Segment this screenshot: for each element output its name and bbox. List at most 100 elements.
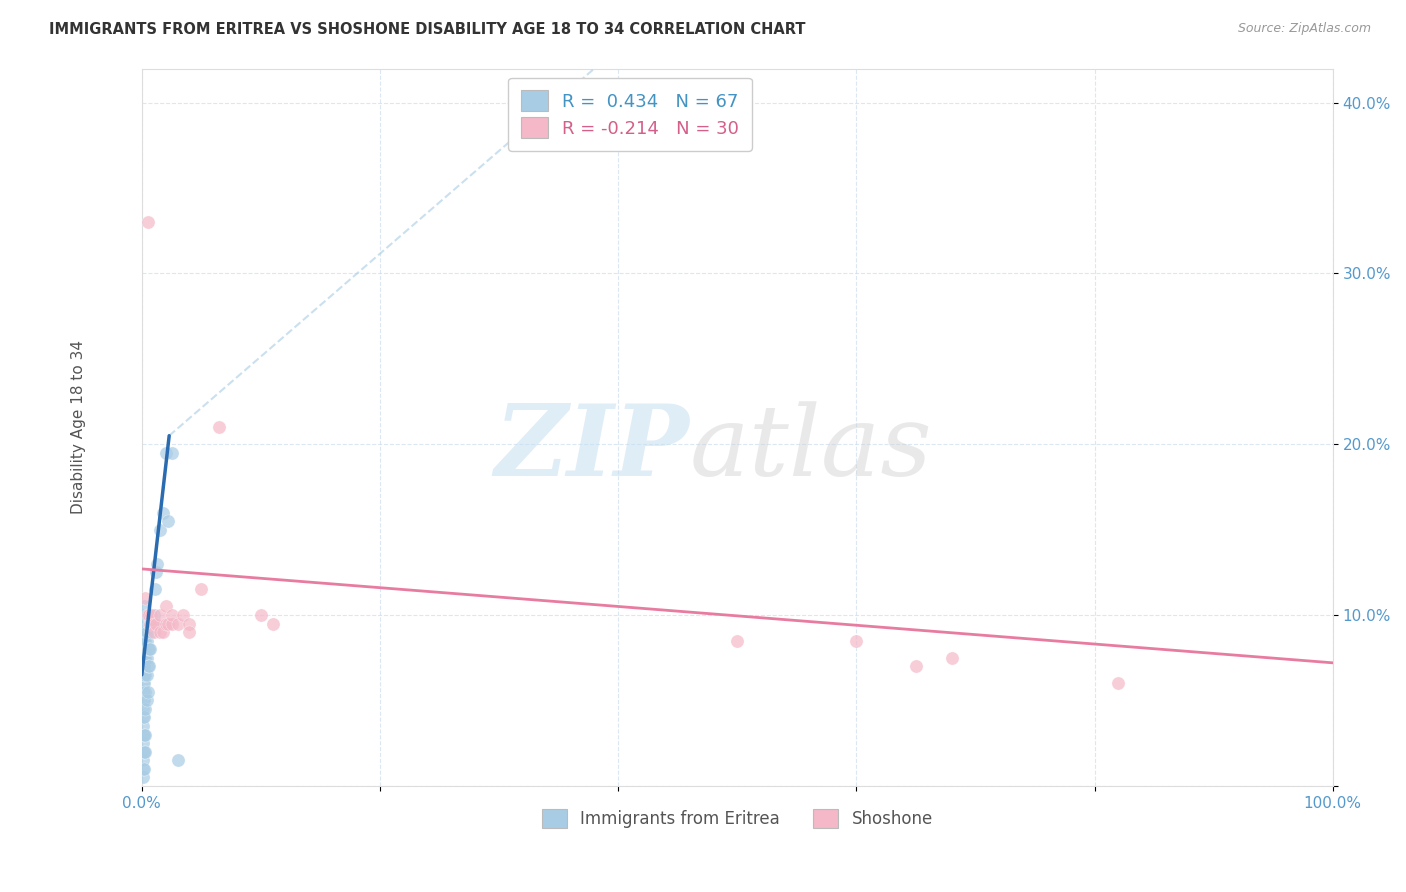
Point	[145, 566, 167, 580]
Point	[134, 702, 156, 716]
Point	[190, 582, 212, 597]
Point	[134, 693, 156, 707]
Point	[139, 616, 162, 631]
Point	[134, 633, 156, 648]
Point	[132, 753, 155, 767]
Point	[134, 616, 156, 631]
Point	[152, 625, 174, 640]
Point	[134, 685, 156, 699]
Point	[134, 599, 156, 614]
Point	[138, 642, 160, 657]
Point	[141, 616, 163, 631]
Point	[904, 659, 927, 673]
Point	[141, 625, 163, 640]
Point	[160, 616, 183, 631]
Point	[134, 710, 156, 724]
Point	[149, 625, 172, 640]
Point	[160, 446, 183, 460]
Point	[141, 607, 163, 622]
Point	[134, 650, 156, 665]
Point	[132, 770, 155, 784]
Point	[132, 676, 155, 690]
Point	[138, 659, 160, 673]
Point	[134, 625, 156, 640]
Point	[134, 642, 156, 657]
Point	[146, 557, 169, 571]
Point	[156, 514, 179, 528]
Point	[134, 625, 156, 640]
Point	[132, 702, 155, 716]
Legend: Immigrants from Eritrea, Shoshone: Immigrants from Eritrea, Shoshone	[536, 802, 939, 835]
Point	[132, 659, 155, 673]
Point	[141, 607, 163, 622]
Point	[135, 607, 157, 622]
Point	[155, 599, 177, 614]
Point	[132, 710, 155, 724]
Text: Source: ZipAtlas.com: Source: ZipAtlas.com	[1237, 22, 1371, 36]
Point	[179, 625, 201, 640]
Point	[152, 506, 174, 520]
Point	[142, 607, 165, 622]
Point	[134, 659, 156, 673]
Point	[139, 616, 162, 631]
Point	[166, 753, 188, 767]
Point	[845, 633, 868, 648]
Point	[135, 633, 157, 648]
Text: atlas: atlas	[690, 401, 932, 496]
Point	[132, 693, 155, 707]
Point	[134, 642, 156, 657]
Point	[142, 616, 165, 631]
Point	[134, 727, 156, 741]
Point	[155, 616, 177, 631]
Point	[134, 616, 156, 631]
Point	[138, 607, 160, 622]
Text: ZIP: ZIP	[495, 401, 690, 497]
Point	[179, 616, 201, 631]
Point	[145, 616, 167, 631]
Point	[132, 650, 155, 665]
Point	[132, 745, 155, 759]
Point	[135, 693, 157, 707]
Point	[132, 736, 155, 750]
Point	[136, 642, 159, 657]
Point	[135, 667, 157, 681]
Point	[250, 607, 273, 622]
Point	[142, 625, 165, 640]
Point	[136, 685, 159, 699]
Point	[136, 659, 159, 673]
Point	[135, 650, 157, 665]
Point	[149, 607, 172, 622]
Point	[149, 523, 172, 537]
Point	[134, 607, 156, 622]
Point	[1107, 676, 1129, 690]
Point	[160, 607, 183, 622]
Point	[135, 625, 157, 640]
Point	[139, 642, 162, 657]
Point	[156, 616, 179, 631]
Point	[134, 676, 156, 690]
Point	[208, 420, 231, 434]
Point	[132, 719, 155, 733]
Point	[132, 727, 155, 741]
Point	[134, 650, 156, 665]
Y-axis label: Disability Age 18 to 34: Disability Age 18 to 34	[72, 340, 86, 514]
Point	[134, 591, 156, 605]
Point	[134, 633, 156, 648]
Point	[134, 667, 156, 681]
Point	[132, 667, 155, 681]
Point	[132, 685, 155, 699]
Point	[132, 762, 155, 776]
Point	[136, 607, 159, 622]
Point	[134, 745, 156, 759]
Point	[134, 727, 156, 741]
Point	[725, 633, 748, 648]
Point	[138, 616, 160, 631]
Point	[134, 762, 156, 776]
Point	[134, 667, 156, 681]
Point	[262, 616, 284, 631]
Point	[136, 215, 159, 229]
Point	[172, 607, 194, 622]
Point	[166, 616, 188, 631]
Point	[134, 745, 156, 759]
Text: IMMIGRANTS FROM ERITREA VS SHOSHONE DISABILITY AGE 18 TO 34 CORRELATION CHART: IMMIGRANTS FROM ERITREA VS SHOSHONE DISA…	[49, 22, 806, 37]
